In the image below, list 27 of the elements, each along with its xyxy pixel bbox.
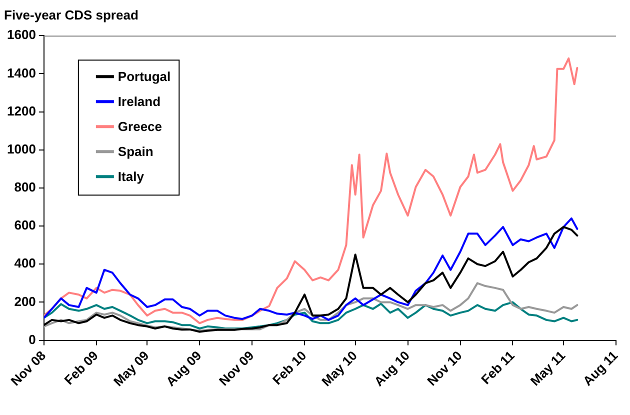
y-tick-label: 1400 [7, 65, 36, 80]
y-tick-label: 1000 [7, 141, 36, 156]
x-tick-label: Nov 10 [424, 348, 465, 389]
y-tick-label: 800 [14, 180, 36, 195]
x-tick-label: Feb 11 [478, 348, 518, 388]
x-tick-label: Nov 09 [216, 348, 257, 389]
x-tick-label: Nov 08 [8, 348, 49, 389]
y-tick-label: 1200 [7, 103, 36, 118]
y-tick-label: 600 [14, 218, 36, 233]
y-tick-label: 1600 [7, 27, 36, 42]
legend-label: Greece [118, 119, 162, 134]
x-tick-label: May 11 [527, 348, 568, 389]
x-tick-label: May 09 [110, 348, 152, 390]
legend-label: Italy [118, 169, 145, 184]
x-tick-label: Aug 11 [580, 348, 621, 389]
x-tick-label: Feb 10 [269, 348, 310, 388]
x-tick-label: May 10 [318, 348, 360, 390]
legend-label: Ireland [118, 94, 161, 110]
x-tick-label: Aug 09 [163, 348, 204, 390]
y-tick-label: 0 [28, 332, 36, 347]
legend-label: Spain [118, 144, 154, 160]
x-tick-label: Feb 09 [61, 348, 102, 388]
y-tick-label: 400 [14, 256, 36, 271]
chart-title: Five-year CDS spread [4, 7, 138, 22]
x-tick-label: Aug 10 [371, 348, 412, 390]
y-tick-label: 200 [14, 294, 36, 309]
legend-label: Portugal [118, 69, 171, 84]
